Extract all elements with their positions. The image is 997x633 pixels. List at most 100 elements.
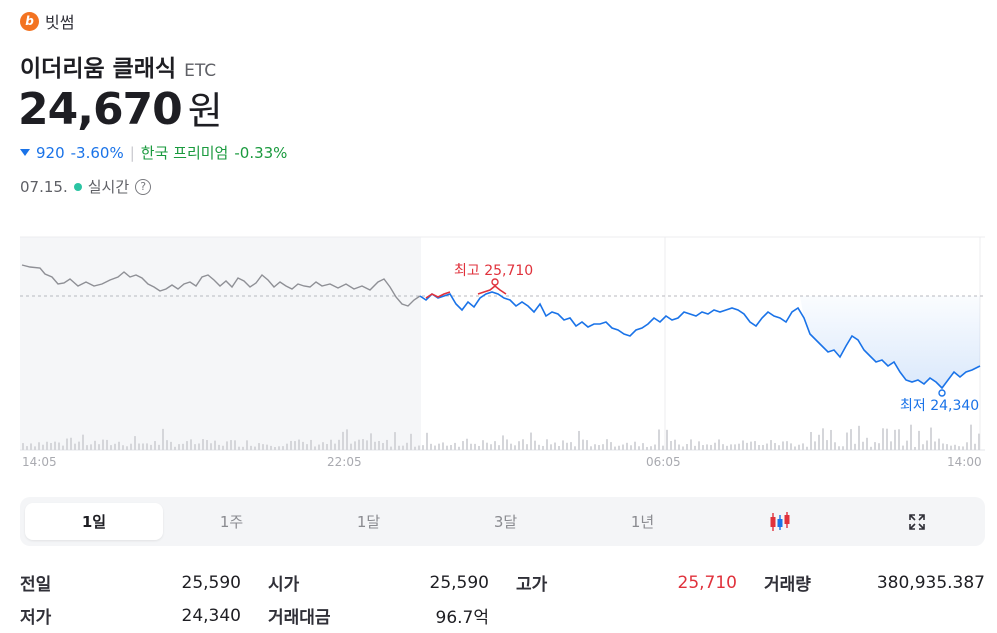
volume-bar	[606, 439, 608, 450]
tab-3months[interactable]: 3달	[493, 513, 518, 531]
volume-bar	[746, 442, 748, 450]
volume-bar	[506, 439, 508, 450]
stat-value: 25,710	[677, 572, 737, 593]
volume-bar	[902, 445, 904, 450]
history-shade	[20, 237, 421, 450]
volume-bar	[358, 439, 360, 450]
volume-bar	[766, 443, 768, 450]
stat-open: 시가 25,590	[268, 570, 489, 596]
volume-bar	[806, 446, 808, 450]
high-label: 최고 25,710	[454, 263, 533, 279]
volume-bar	[854, 443, 856, 450]
volume-bar	[94, 440, 96, 450]
period-selector: 1일 1주 1달 3달 1년	[20, 497, 985, 546]
help-icon[interactable]: ?	[135, 178, 152, 195]
volume-bar	[754, 441, 756, 450]
volume-bar	[34, 446, 36, 450]
stat-value: 380,935.387	[876, 572, 985, 593]
tab-1month[interactable]: 1달	[356, 513, 381, 531]
volume-bar	[82, 434, 84, 450]
volume-bar	[570, 442, 572, 450]
volume-bar	[130, 443, 132, 450]
stats-row: 저가 24,340 거래대금 96.7억	[20, 599, 985, 632]
volume-bar	[74, 443, 76, 450]
expand-button[interactable]	[848, 503, 985, 540]
stat-trade-value: 거래대금 96.7억	[268, 603, 489, 628]
volume-bar	[822, 428, 824, 450]
volume-bar	[398, 445, 400, 450]
volume-bar	[50, 443, 52, 450]
exchange-header: b 빗썸	[20, 9, 74, 33]
volume-bar	[274, 446, 276, 450]
tab-1week[interactable]: 1주	[219, 513, 244, 531]
volume-bar	[310, 439, 312, 450]
volume-bar	[422, 445, 424, 450]
volume-bar	[102, 439, 104, 450]
volume-bar	[814, 441, 816, 450]
volume-bar	[30, 443, 32, 450]
price-chart[interactable]: 최고 25,710 최저 24,340 14:05 22:05 06:05 14…	[0, 232, 997, 472]
volume-bar	[718, 439, 720, 450]
stat-label: 시가	[268, 575, 300, 595]
volume-bar	[110, 445, 112, 450]
volume-bar	[590, 446, 592, 450]
volume-bar	[166, 440, 168, 450]
stat-value: 25,590	[181, 572, 241, 593]
volume-bar	[918, 430, 920, 450]
volume-bar	[498, 445, 500, 450]
current-price: 24,670 원	[18, 80, 223, 135]
volume-bar	[218, 444, 220, 450]
volume-bar	[978, 433, 980, 450]
volume-bar	[62, 445, 64, 450]
volume-bar	[186, 441, 188, 450]
volume-bar	[294, 441, 296, 450]
volume-bar	[618, 445, 620, 450]
volume-bar	[914, 446, 916, 450]
volume-bar	[538, 444, 540, 450]
volume-bar	[438, 443, 440, 450]
volume-bar	[794, 446, 796, 450]
price-line	[419, 291, 981, 390]
volume-bar	[454, 442, 456, 450]
tab-1year[interactable]: 1년	[630, 513, 655, 531]
volume-bar	[206, 440, 208, 450]
volume-bar	[474, 443, 476, 450]
stat-label: 저가	[20, 608, 52, 628]
volume-bar	[586, 440, 588, 450]
volume-bar	[54, 441, 56, 450]
volume-bar	[622, 444, 624, 450]
volume-bar	[702, 445, 704, 450]
candlestick-button[interactable]	[711, 503, 848, 540]
volume-bar	[86, 445, 88, 450]
price-chart-svg: 최고 25,710 최저 24,340 14:05 22:05 06:05 14…	[20, 236, 985, 469]
volume-bar	[122, 445, 124, 450]
volume-bar	[954, 444, 956, 450]
volume-bar	[354, 441, 356, 450]
volume-bar	[722, 444, 724, 450]
volume-bar	[522, 439, 524, 450]
volume-bar	[786, 441, 788, 450]
volume-bar	[566, 442, 568, 450]
volume-bar	[394, 432, 396, 450]
live-dot-icon	[73, 182, 82, 191]
volume-bar	[262, 444, 264, 450]
volume-bar	[434, 445, 436, 450]
volume-bar	[666, 429, 668, 450]
volume-bar	[626, 442, 628, 450]
tab-1day[interactable]: 1일	[25, 503, 163, 540]
volume-bar	[782, 441, 784, 450]
volume-bar	[886, 428, 888, 450]
volume-bar	[138, 443, 140, 450]
volume-bar	[698, 441, 700, 450]
volume-bar	[610, 442, 612, 450]
exchange-name[interactable]: 빗썸	[45, 13, 75, 32]
volume-bar	[730, 444, 732, 450]
volume-bar	[598, 445, 600, 450]
volume-bar	[846, 432, 848, 450]
stat-label: 거래대금	[268, 608, 331, 628]
volume-bar	[326, 443, 328, 450]
volume-bar	[654, 444, 656, 450]
volume-bar	[710, 444, 712, 450]
volume-bar	[342, 431, 344, 450]
volume-bar	[842, 446, 844, 450]
